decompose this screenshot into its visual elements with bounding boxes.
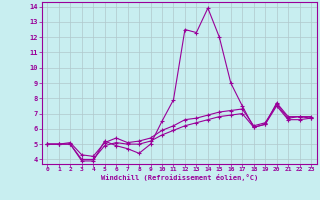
X-axis label: Windchill (Refroidissement éolien,°C): Windchill (Refroidissement éolien,°C)	[100, 174, 258, 181]
